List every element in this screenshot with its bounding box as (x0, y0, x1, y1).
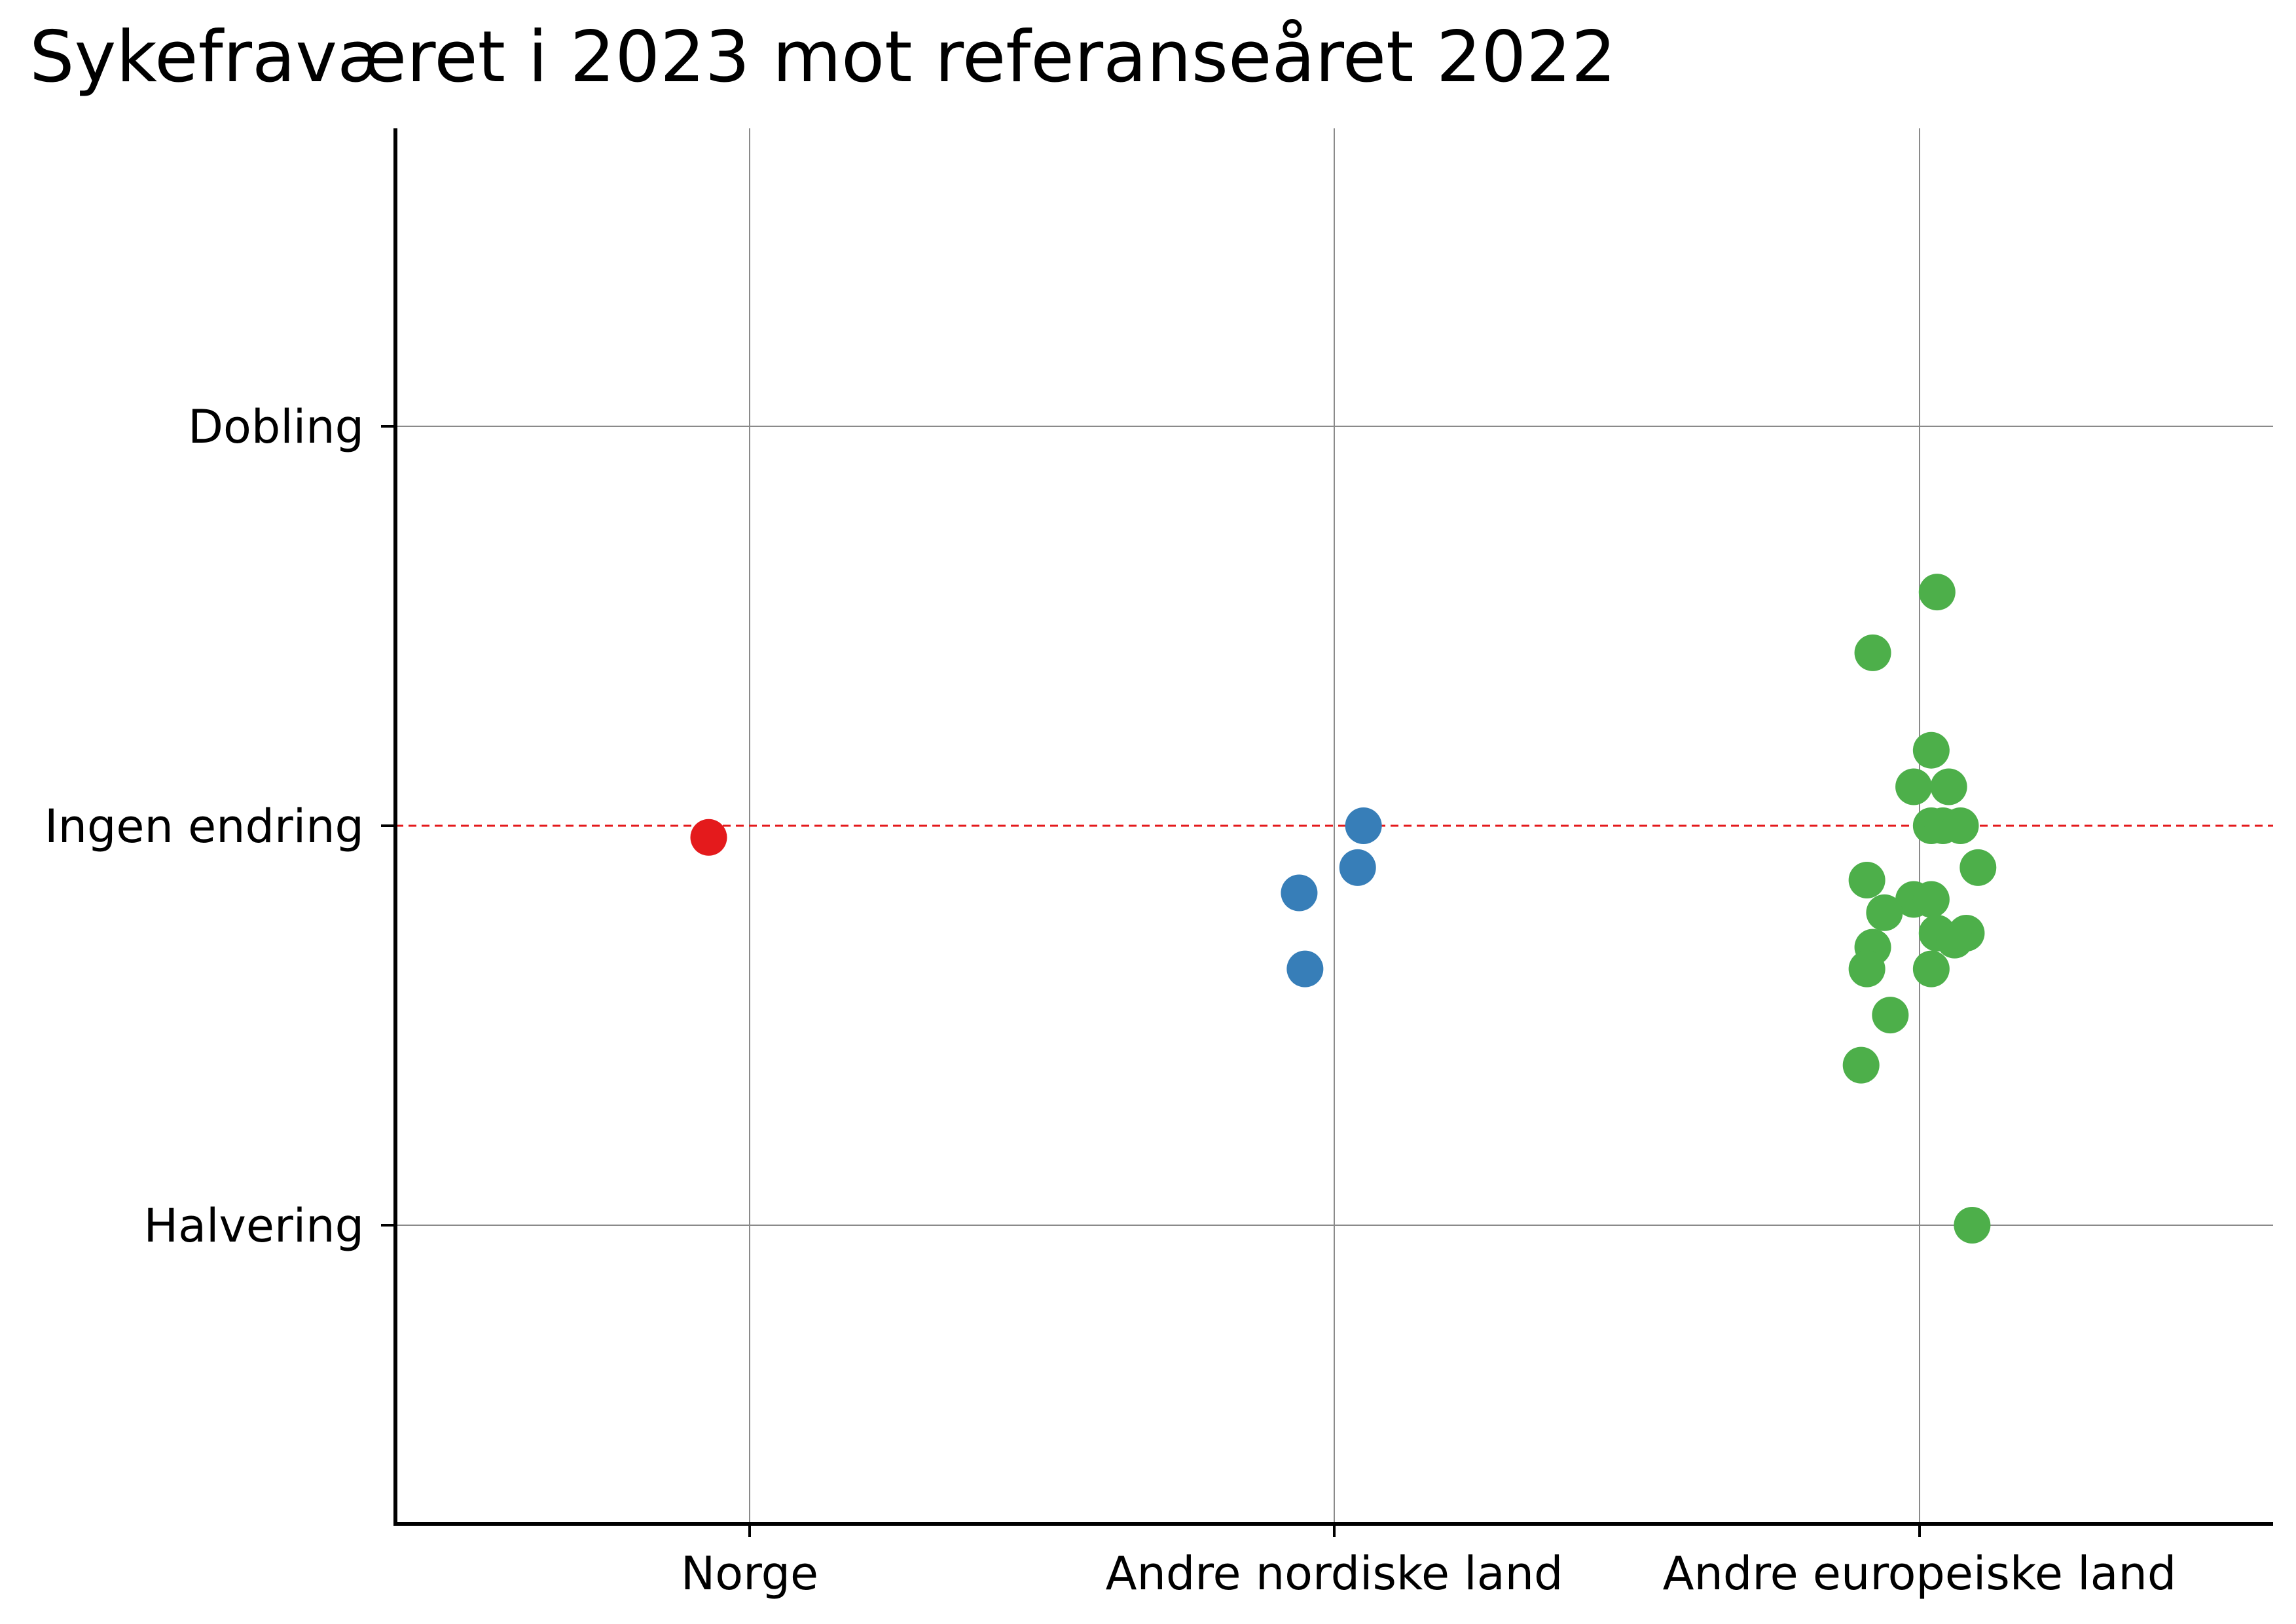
data-point (1281, 874, 1318, 912)
data-point (1912, 731, 1950, 769)
ticks: Norge Andre nordiske land Andre europeiske… (45, 400, 2176, 1600)
data-point (1912, 950, 1950, 987)
data-point (1895, 768, 1933, 805)
data-point (1936, 921, 1973, 959)
x-tick-label: Andre nordiske land (1106, 1547, 1563, 1600)
y-tick-label: Halvering (144, 1199, 365, 1253)
data-point (1954, 1207, 1991, 1244)
data-point (1345, 807, 1382, 844)
data-point (1918, 574, 1956, 611)
data-point (1848, 950, 1886, 987)
data-point (1339, 849, 1376, 886)
x-tick-label: Norge (681, 1547, 818, 1600)
data-point (1842, 1046, 1880, 1084)
y-tick-label: Dobling (188, 400, 364, 454)
x-tick-label: Andre europeiske land (1663, 1547, 2177, 1600)
chart-title: Sykefraværet i 2023 mot referanseåret 20… (29, 16, 1616, 98)
data-point (1848, 861, 1886, 898)
data-point (1872, 997, 1909, 1034)
y-tick-label: Ingen endring (45, 800, 364, 853)
data-point (1854, 634, 1891, 671)
data-point (1866, 894, 1903, 931)
data-point (1930, 768, 1967, 805)
data-point (690, 819, 727, 856)
data-point (1959, 849, 1997, 886)
data-point (1912, 881, 1950, 918)
data-point (1286, 950, 1324, 987)
data-point (1942, 807, 1979, 844)
data-points (690, 574, 1997, 1244)
